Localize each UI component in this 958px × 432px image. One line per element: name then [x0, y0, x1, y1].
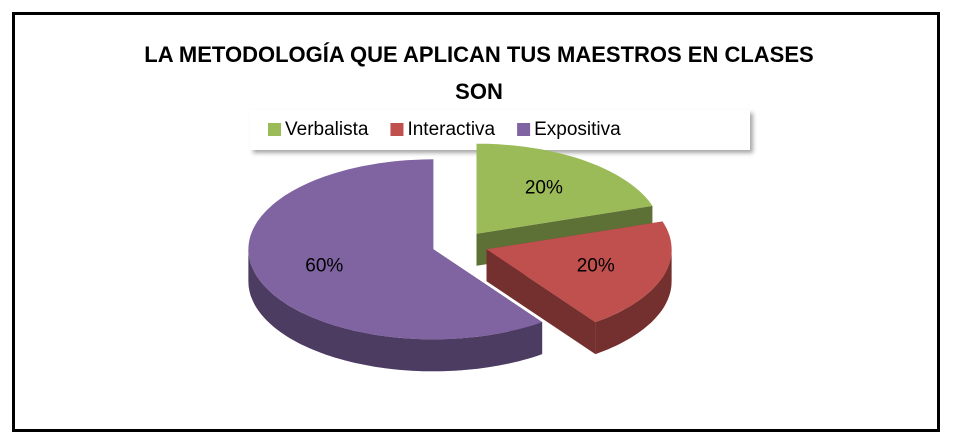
pie-slice — [476, 143, 653, 234]
slice-side-shade — [595, 249, 672, 355]
data-label: 20% — [525, 178, 563, 199]
slice-side-shade — [486, 249, 596, 355]
legend-box — [250, 110, 750, 150]
data-label: 20% — [577, 256, 615, 277]
pie-slice — [248, 159, 543, 340]
pie-slice — [486, 221, 672, 323]
data-label: 60% — [305, 256, 343, 277]
legend-swatch — [390, 123, 404, 136]
slice-side — [248, 249, 543, 372]
legend-label: Expositiva — [534, 119, 621, 140]
legend-swatch — [517, 123, 531, 136]
slice-side — [486, 249, 596, 355]
legend-label: Verbalista — [285, 119, 369, 140]
legend-swatch — [268, 123, 281, 136]
legend-label: Interactiva — [407, 119, 495, 140]
chart-title: LA METODOLOGÍA QUE APLICAN TUS MAESTROS … — [144, 42, 814, 104]
slice-side-shade — [248, 249, 543, 372]
slice-side — [595, 249, 672, 355]
chart: 20% 20% 60% Verbalista Interactiva Expositiva — [248, 110, 750, 372]
